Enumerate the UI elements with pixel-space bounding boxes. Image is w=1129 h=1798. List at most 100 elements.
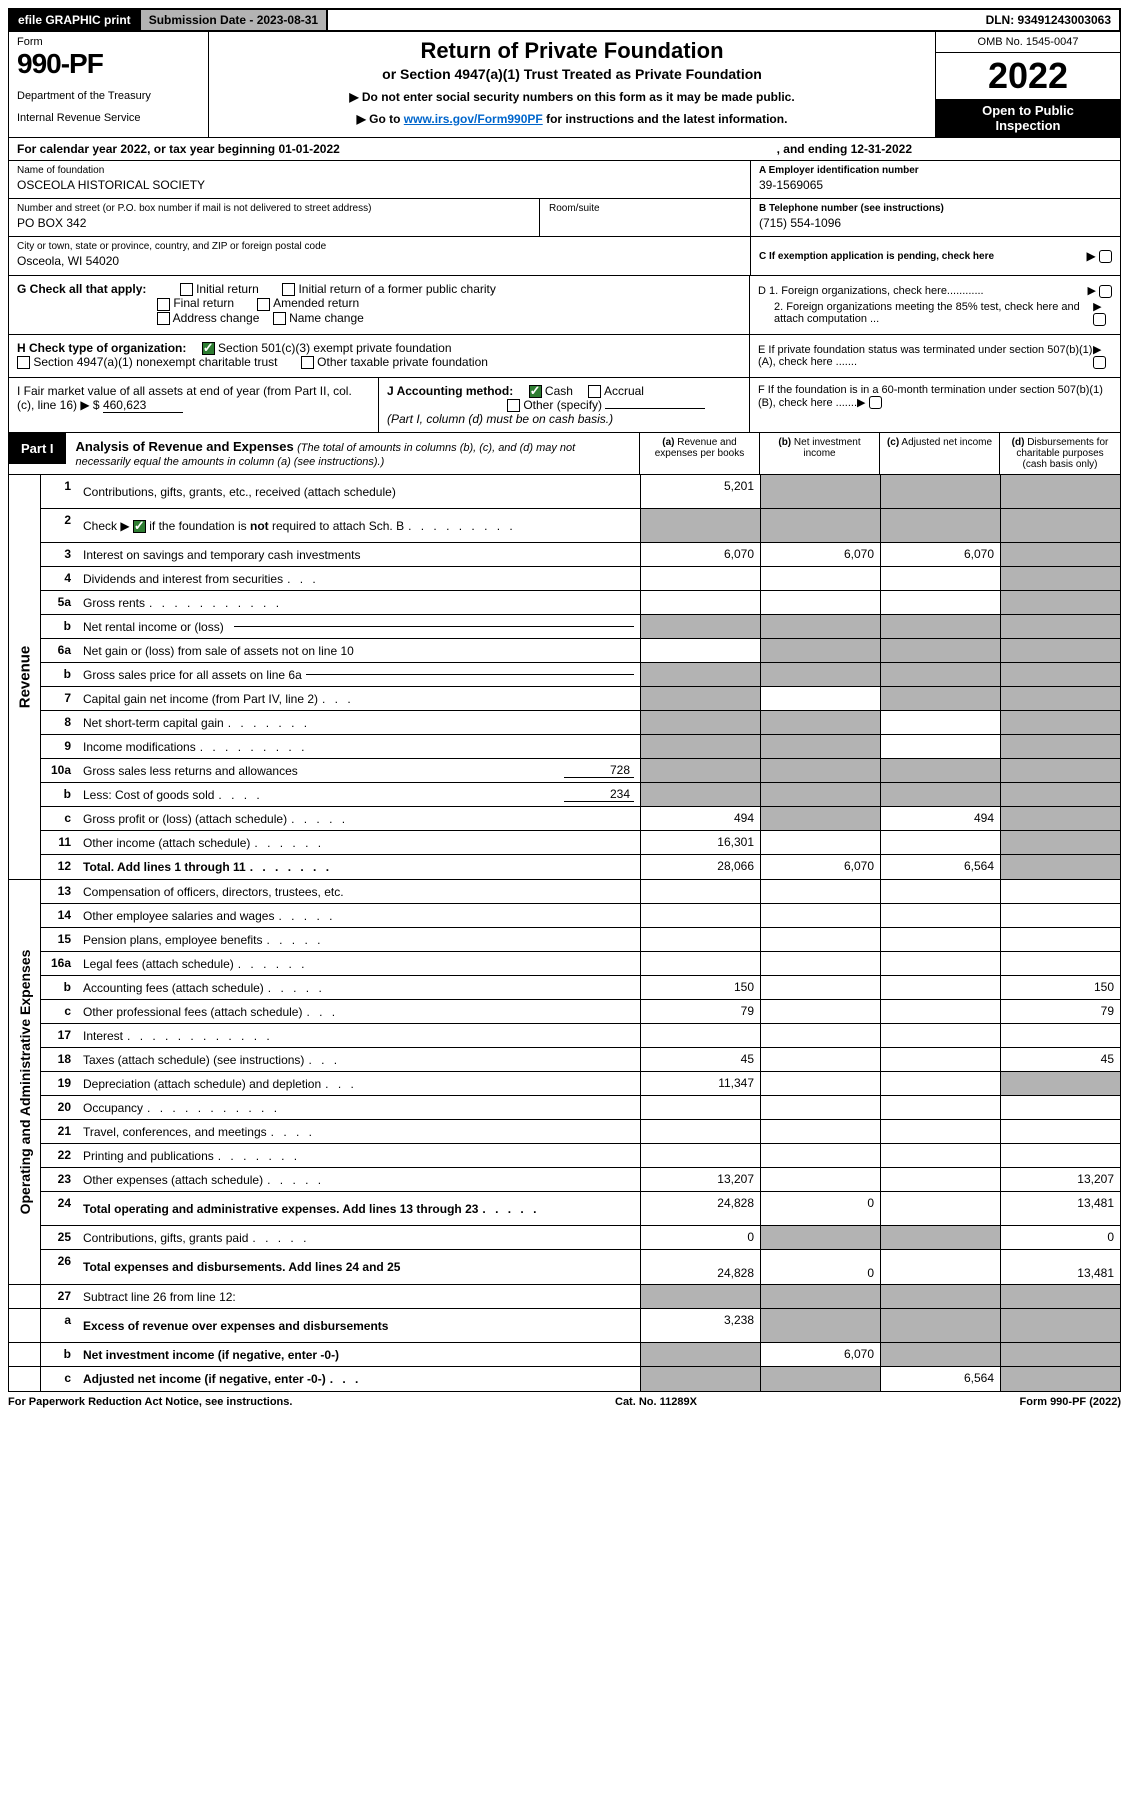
j-note: (Part I, column (d) must be on cash basi… [387,412,613,426]
taxyear-end: , and ending 12-31-2022 [777,142,912,156]
dept-treasury: Department of the Treasury [17,90,200,102]
street-row: Number and street (or P.O. box number if… [9,199,750,237]
revenue-side-label: Revenue [9,475,41,879]
e-label: E If private foundation status was termi… [758,344,1093,368]
e-block: E If private foundation status was termi… [750,335,1120,377]
part1-title: Analysis of Revenue and Expenses [76,439,294,454]
city-row: City or town, state or province, country… [9,237,750,275]
open-public: Open to Public Inspection [936,99,1120,137]
phone-val: (715) 554-1096 [759,216,1112,230]
name-label: Name of foundation [17,165,742,176]
part1-desc: Analysis of Revenue and Expenses (The to… [66,433,640,474]
d2-label: 2. Foreign organizations meeting the 85%… [758,301,1093,325]
phone-label: B Telephone number (see instructions) [759,203,1112,214]
tax-year: 2022 [936,53,1120,99]
form-number: 990-PF [17,48,200,80]
f-checkbox[interactable] [869,396,882,409]
street-label: Number and street (or P.O. box number if… [17,203,742,214]
h-label: H Check type of organization: [17,341,186,355]
part1-header: Part I Analysis of Revenue and Expenses … [8,433,1121,475]
j-label: J Accounting method: [387,384,513,398]
h-block: H Check type of organization: Section 50… [9,335,750,377]
line27-section: 27Subtract line 26 from line 12: aExcess… [8,1285,1121,1392]
col-a-head: (a) Revenue and expenses per books [640,433,760,474]
j-cash-cb[interactable] [529,385,542,398]
footer-right: Form 990-PF (2022) [1020,1396,1122,1408]
j-other-cb[interactable] [507,399,520,412]
city-val: Osceola, WI 54020 [17,254,742,268]
i-j-f-block: I Fair market value of all assets at end… [8,378,1121,434]
g-address-cb[interactable] [157,312,170,325]
dln: DLN: 93491243003063 [978,10,1119,30]
col-b-head: (b) Net investment income [760,433,880,474]
operating-rows: 13Compensation of officers, directors, t… [41,880,1120,1284]
f-block: F If the foundation is in a 60-month ter… [750,378,1120,433]
entity-left: Name of foundation OSCEOLA HISTORICAL SO… [9,161,750,275]
g-amended-cb[interactable] [257,298,270,311]
i-value: 460,623 [103,398,183,413]
revenue-section: Revenue 1Contributions, gifts, grants, e… [8,475,1121,880]
part1-tab: Part I [9,433,66,464]
ein-label: A Employer identification number [759,165,1112,176]
footer-mid: Cat. No. 11289X [615,1396,697,1408]
form-word: Form [17,36,200,48]
g-block: G Check all that apply: Initial return I… [9,276,750,334]
g-name-cb[interactable] [273,312,286,325]
footer-left: For Paperwork Reduction Act Notice, see … [8,1396,292,1408]
year-block: OMB No. 1545-0047 2022 Open to Public In… [935,32,1120,137]
taxyear-line: For calendar year 2022, or tax year begi… [8,138,1121,161]
c-checkbox[interactable] [1099,250,1112,263]
form-header: Form 990-PF Department of the Treasury I… [8,32,1121,138]
form-subtitle: or Section 4947(a)(1) Trust Treated as P… [221,66,923,82]
city-label: City or town, state or province, country… [17,241,742,252]
form-id-block: Form 990-PF Department of the Treasury I… [9,32,209,137]
j-accrual-cb[interactable] [588,385,601,398]
operating-side-label: Operating and Administrative Expenses [9,880,41,1284]
form-title: Return of Private Foundation [221,38,923,64]
h-e-block: H Check type of organization: Section 50… [8,335,1121,378]
street-val: PO BOX 342 [17,216,742,230]
ein-row: A Employer identification number 39-1569… [751,161,1120,199]
j-block: J Accounting method: Cash Accrual Other … [379,378,750,433]
irs-label: Internal Revenue Service [17,112,200,124]
h-4947-cb[interactable] [17,356,30,369]
col-c-head: (c) Adjusted net income [880,433,1000,474]
entity-right: A Employer identification number 39-1569… [750,161,1120,275]
ein-val: 39-1569065 [759,178,1112,192]
instr-goto: ▶ Go to www.irs.gov/Form990PF for instru… [221,112,923,126]
taxyear-begin: For calendar year 2022, or tax year begi… [17,142,340,156]
f-label: F If the foundation is in a 60-month ter… [758,384,1103,409]
c-label: C If exemption application is pending, c… [759,251,994,262]
g-final-cb[interactable] [157,298,170,311]
g-initial-former-cb[interactable] [282,283,295,296]
c-row: C If exemption application is pending, c… [751,237,1120,275]
i-block: I Fair market value of all assets at end… [9,378,379,433]
foundation-name: OSCEOLA HISTORICAL SOCIETY [17,178,742,192]
operating-section: Operating and Administrative Expenses 13… [8,880,1121,1285]
omb-number: OMB No. 1545-0047 [936,32,1120,53]
submission-date: Submission Date - 2023-08-31 [141,10,328,30]
col-d-head: (d) Disbursements for charitable purpose… [1000,433,1120,474]
schb-checkbox[interactable] [133,520,146,533]
d-block: D 1. Foreign organizations, check here..… [750,276,1120,334]
revenue-rows: 1Contributions, gifts, grants, etc., rec… [41,475,1120,879]
foundation-name-row: Name of foundation OSCEOLA HISTORICAL SO… [9,161,750,199]
page-footer: For Paperwork Reduction Act Notice, see … [8,1392,1121,1412]
irs-link[interactable]: www.irs.gov/Form990PF [404,112,543,126]
efile-graphic-label[interactable]: efile GRAPHIC print [10,10,141,30]
g-label: G Check all that apply: [17,282,146,296]
d2-checkbox[interactable] [1093,313,1106,326]
entity-info: Name of foundation OSCEOLA HISTORICAL SO… [8,161,1121,276]
e-checkbox[interactable] [1093,356,1106,369]
efile-topbar: efile GRAPHIC print Submission Date - 20… [8,8,1121,32]
instr-ssn: ▶ Do not enter social security numbers o… [221,90,923,104]
room-label: Room/suite [549,203,600,214]
h-other-cb[interactable] [301,356,314,369]
form-title-block: Return of Private Foundation or Section … [209,32,935,137]
g-d-block: G Check all that apply: Initial return I… [8,276,1121,335]
d1-checkbox[interactable] [1099,285,1112,298]
h-501c3-cb[interactable] [202,342,215,355]
d1-label: D 1. Foreign organizations, check here..… [758,285,984,297]
phone-row: B Telephone number (see instructions) (7… [751,199,1120,237]
g-initial-cb[interactable] [180,283,193,296]
